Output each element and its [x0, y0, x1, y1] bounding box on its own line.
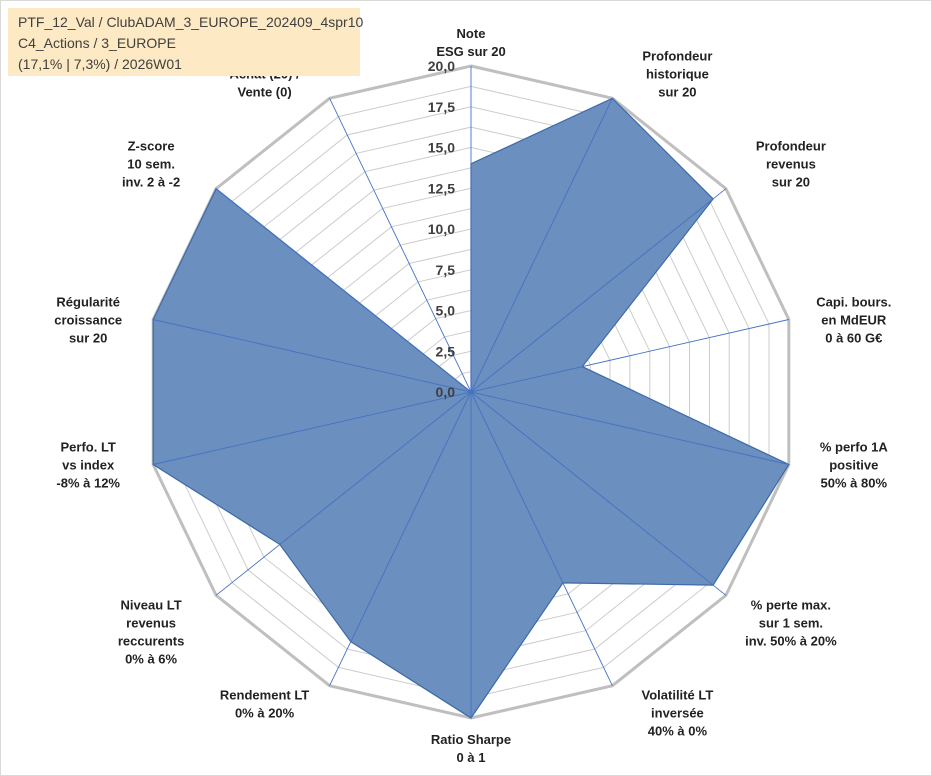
- radar-spoke: [329, 391, 472, 686]
- radar-axis-labels: Note ESG sur 20 Profondeur historique sur 20…: [54, 26, 891, 765]
- radar-axis-label-line: inversée: [651, 706, 704, 721]
- radar-tick-label: 7,5: [436, 262, 456, 278]
- radar-axis-label: Régularité croissance sur 20: [54, 295, 122, 346]
- radar-axis-label-line: Rendement LT: [220, 688, 309, 703]
- radar-axis-label-line: Niveau LT: [121, 597, 182, 612]
- radar-axis-label: Ratio Sharpe 0 à 1: [431, 732, 511, 765]
- radar-axis-label-line: revenus: [126, 615, 176, 630]
- radar-axis-label-line: Vente (0): [238, 84, 292, 99]
- radar-spoke: [329, 98, 472, 393]
- radar-axis-label: % perte max. sur 1 sem. inv. 50% à 20%: [745, 597, 837, 648]
- radar-axis-label-line: reccurents: [118, 633, 184, 648]
- radar-tick-label: 0,0: [436, 384, 456, 400]
- radar-axis-label-line: -8% à 12%: [56, 476, 120, 491]
- radar-axis-label: Rendement LT 0% à 20%: [220, 688, 309, 721]
- radar-axis-label-line: vs index: [62, 458, 115, 473]
- radar-axis-label: Niveau LT revenus reccurents 0% à 6%: [118, 597, 184, 666]
- radar-tick-label: 2,5: [436, 343, 456, 359]
- radar-axis-label-line: Perfo. LT: [61, 440, 116, 455]
- radar-axis-label-line: % perfo 1A: [820, 440, 889, 455]
- radar-tick-label: 20,0: [428, 58, 455, 74]
- radar-axis-label-line: 0 à 1: [457, 750, 486, 765]
- radar-axis-label-line: Ratio Sharpe: [431, 732, 511, 747]
- radar-tick-label: 5,0: [436, 303, 456, 319]
- radar-axis-label-line: sur 20: [69, 331, 107, 346]
- radar-axis-label-line: en MdEUR: [821, 313, 887, 328]
- radar-axis-label-line: historique: [646, 66, 709, 81]
- radar-spoke: [470, 391, 727, 596]
- radar-axis-label-line: 0 à 60 G€: [825, 331, 882, 346]
- radar-axis-label-line: inv. 50% à 20%: [745, 633, 837, 648]
- radar-spoke: [470, 188, 727, 393]
- radar-axis-label-line: Z-score: [128, 139, 175, 154]
- radar-spoke: [215, 391, 472, 596]
- radar-spoke: [470, 98, 613, 393]
- radar-axis-label-line: Régularité: [56, 295, 120, 310]
- radar-spoke: [470, 319, 789, 393]
- radar-axis-label: Perfo. LT vs index -8% à 12%: [56, 440, 120, 491]
- portfolio-stats: (17,1% | 7,3%) / 2026W01: [18, 56, 182, 72]
- radar-spoke: [153, 319, 472, 393]
- portfolio-name: PTF_12_Val / ClubADAM_3_EUROPE_202409_4s…: [18, 14, 364, 30]
- radar-tick-label: 10,0: [428, 221, 455, 237]
- radar-spoke: [215, 188, 472, 393]
- radar-axis-label-line: sur 20: [658, 84, 696, 99]
- radar-spoke: [470, 391, 613, 686]
- radar-axis-label-line: positive: [829, 458, 878, 473]
- radar-axis-label: Profondeur revenus sur 20: [756, 139, 826, 190]
- radar-axis-label: Z-score 10 sem. inv. 2 à -2: [122, 139, 180, 190]
- radar-spoke: [153, 391, 472, 465]
- radar-tick-label: 15,0: [428, 140, 455, 156]
- radar-axis-label-line: ESG sur 20: [436, 44, 505, 59]
- radar-axis-label-line: Profondeur: [756, 139, 826, 154]
- radar-tick-label: 17,5: [428, 99, 455, 115]
- radar-axis-label-line: croissance: [54, 313, 122, 328]
- radar-axis-label-line: Capi. bours.: [816, 295, 891, 310]
- radar-axis-label-line: sur 1 sem.: [759, 615, 823, 630]
- radar-axis-label: Volatilité LT inversée 40% à 0%: [642, 688, 714, 739]
- radar-axis-label: Note ESG sur 20: [436, 26, 505, 59]
- portfolio-category: C4_Actions / 3_EUROPE: [18, 35, 176, 51]
- radar-axis-label-line: 50% à 80%: [821, 476, 888, 491]
- radar-axis-label-line: % perte max.: [751, 597, 831, 612]
- radar-axis-label: Capi. bours. en MdEUR 0 à 60 G€: [816, 295, 891, 346]
- portfolio-info-box: PTF_12_Val / ClubADAM_3_EUROPE_202409_4s…: [8, 8, 364, 76]
- radar-axis-label-line: revenus: [766, 157, 816, 172]
- radar-axis-label-line: 40% à 0%: [648, 724, 708, 739]
- radar-axis-label: % perfo 1A positive 50% à 80%: [820, 440, 889, 491]
- radar-tick-labels: 0,0 2,5 5,0 7,5 10,0 12,5 15,0 17,5 20,0: [428, 58, 455, 400]
- radar-axis-label-line: inv. 2 à -2: [122, 175, 180, 190]
- radar-axis-label-line: Volatilité LT: [642, 688, 714, 703]
- radar-spoke: [470, 391, 789, 465]
- radar-axis-label-line: 0% à 20%: [235, 706, 295, 721]
- radar-axis-label-line: Profondeur: [642, 48, 712, 63]
- radar-axis-label: Profondeur historique sur 20: [642, 48, 712, 99]
- radar-axis-label-line: Note: [457, 26, 486, 41]
- radar-axis-label-line: 0% à 6%: [125, 651, 177, 666]
- radar-tick-label: 12,5: [428, 180, 455, 196]
- radar-axis-label-line: sur 20: [772, 175, 810, 190]
- radar-spokes: [153, 66, 789, 718]
- radar-axis-label-line: 10 sem.: [127, 157, 175, 172]
